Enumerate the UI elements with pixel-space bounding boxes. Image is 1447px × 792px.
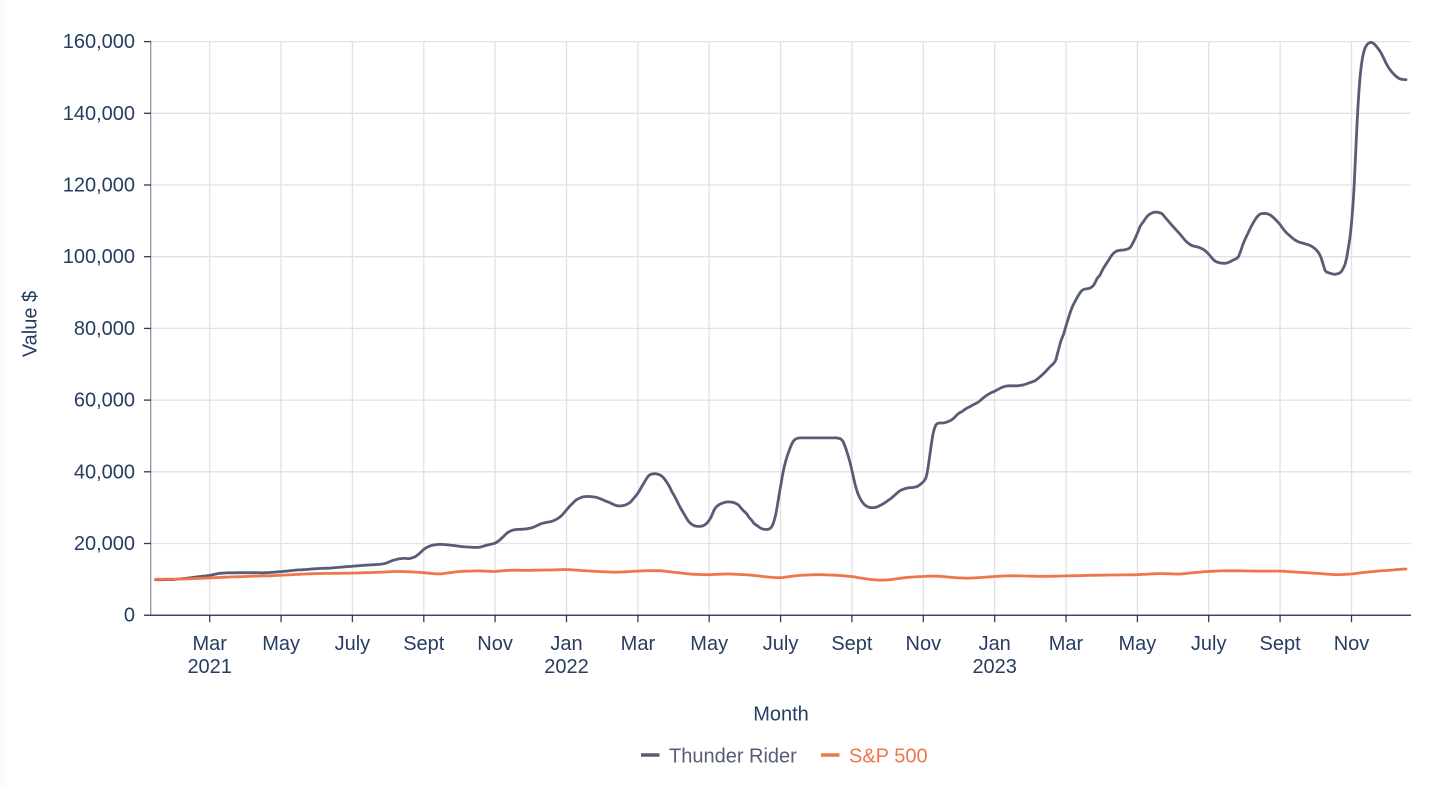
svg-text:Thunder Rider: Thunder Rider [669,746,797,768]
svg-text:July: July [763,633,799,655]
svg-text:2021: 2021 [187,656,232,678]
svg-text:160,000: 160,000 [63,31,135,53]
svg-text:40,000: 40,000 [74,461,135,483]
svg-text:0: 0 [124,605,135,627]
svg-text:Nov: Nov [477,633,513,655]
svg-text:May: May [1119,633,1157,655]
svg-text:Value $: Value $ [20,291,42,357]
svg-text:Month: Month [753,704,809,726]
svg-text:20,000: 20,000 [74,533,135,555]
svg-text:Nov: Nov [906,633,942,655]
svg-text:Nov: Nov [1334,633,1370,655]
svg-text:2022: 2022 [544,656,589,678]
svg-text:140,000: 140,000 [63,103,135,125]
svg-text:Sept: Sept [1260,633,1302,655]
svg-text:May: May [690,633,728,655]
svg-text:Jan: Jan [550,633,582,655]
svg-text:Mar: Mar [192,633,227,655]
svg-text:Mar: Mar [1049,633,1084,655]
svg-text:July: July [335,633,371,655]
svg-text:Mar: Mar [621,633,656,655]
svg-text:Sept: Sept [831,633,873,655]
svg-text:Sept: Sept [403,633,445,655]
svg-text:120,000: 120,000 [63,175,135,197]
svg-text:100,000: 100,000 [63,246,135,268]
svg-text:2023: 2023 [972,656,1017,678]
svg-text:May: May [262,633,300,655]
svg-text:Jan: Jan [979,633,1011,655]
svg-text:80,000: 80,000 [74,318,135,340]
svg-text:July: July [1191,633,1227,655]
svg-text:60,000: 60,000 [74,390,135,412]
svg-text:S&P 500: S&P 500 [849,746,928,768]
